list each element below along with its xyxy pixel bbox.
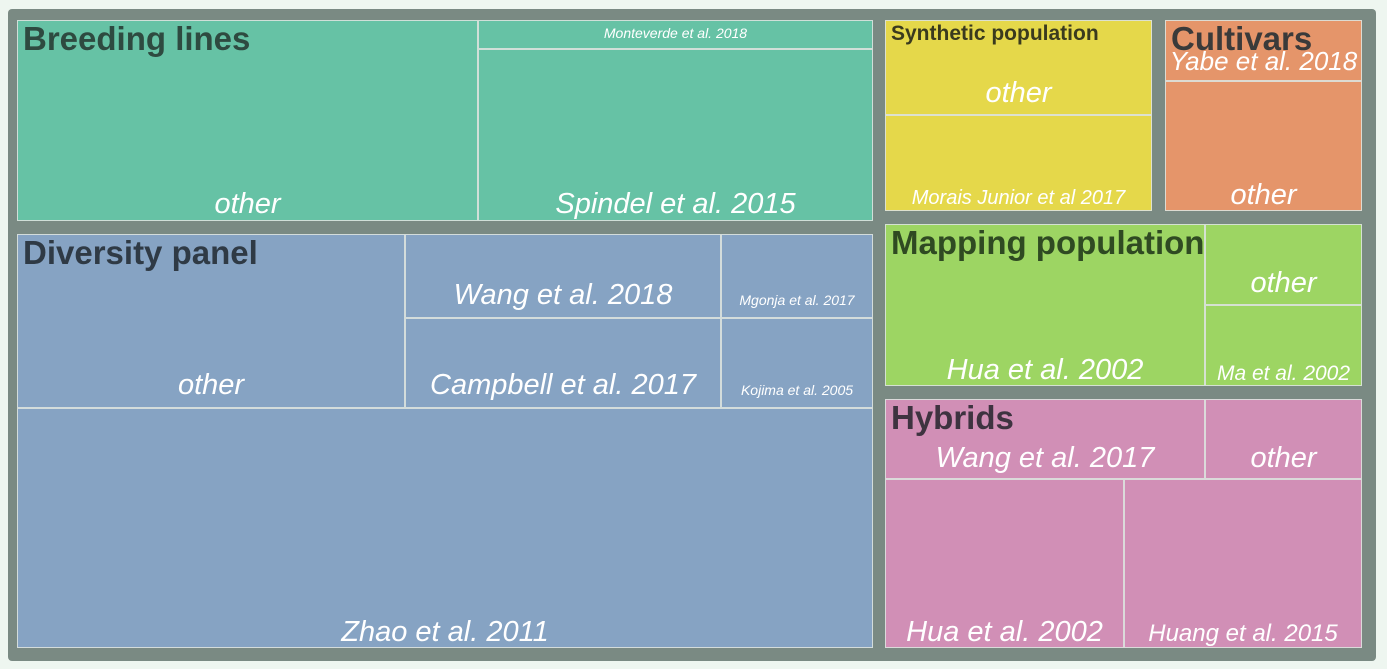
treemap-cell-hybrids-hua-et-al-2002: Hua et al. 2002	[885, 479, 1124, 648]
treemap-cell-label: other	[1250, 266, 1317, 299]
treemap-cell-diversity-panel-campbell-et-al-2017: Campbell et al. 2017	[405, 318, 721, 408]
treemap-cell-label: other	[214, 187, 281, 220]
treemap-cell-label: Wang et al. 2018	[453, 278, 673, 311]
treemap-cell-label: other	[177, 368, 245, 401]
treemap-group-breeding-lines: other Monteverde et al. 2018 Spindel et al…	[17, 20, 873, 221]
treemap-cell-label: other	[985, 76, 1052, 109]
treemap-cell-label: Huang et al. 2015	[1148, 620, 1338, 647]
treemap-group-cultivars: Yabe et al. 2018 other Cultivars	[1165, 20, 1362, 211]
treemap-group-title: Mapping population	[891, 224, 1205, 261]
treemap-cell-hybrids-wang-et-al-2017: Wang et al. 2017	[885, 399, 1205, 479]
treemap-cell-diversity-panel-zhao-et-al-2011: Zhao et al. 2011	[17, 408, 873, 648]
treemap-cell-label: Yabe et al. 2018	[1169, 46, 1358, 76]
treemap-cell-label: Spindel et al. 2015	[555, 187, 796, 220]
treemap-cell-label: Kojima et al. 2005	[740, 382, 854, 398]
treemap-group-title: Diversity panel	[23, 234, 258, 271]
treemap-cell-label: Hua et al. 2002	[946, 353, 1144, 386]
treemap-group-title: Synthetic population	[891, 22, 1099, 45]
treemap-cell-diversity-panel-other: other	[17, 234, 405, 408]
treemap-cell-breeding-lines-monteverde-et-al-2018: Monteverde et al. 2018	[478, 20, 873, 49]
treemap-cell-label: Campbell et al. 2017	[430, 368, 696, 401]
treemap-cell-cultivars-yabe-et-al-2018: Yabe et al. 2018	[1165, 20, 1362, 81]
treemap-cell-mapping-population-hua-et-al-2002: Hua et al. 2002	[885, 224, 1205, 386]
treemap-cell-label: Ma et al. 2002	[1216, 361, 1351, 385]
treemap-cell-label: Monteverde et al. 2018	[603, 25, 748, 41]
treemap-cell-label: Hua et al. 2002	[906, 615, 1103, 648]
treemap-group-title: Breeding lines	[23, 20, 251, 57]
treemap-cell-breeding-lines-other: other	[17, 20, 478, 221]
treemap-cell-diversity-panel-mgonja-et-al-2017: Mgonja et al. 2017	[721, 234, 873, 318]
treemap-cell-cultivars-other: other	[1165, 81, 1362, 211]
treemap-cell-hybrids-other: other	[1205, 399, 1362, 479]
treemap-cell-diversity-panel-wang-et-al-2018: Wang et al. 2018	[405, 234, 721, 318]
treemap-group-title: Hybrids	[891, 399, 1014, 436]
treemap-cell-label: other	[1250, 441, 1317, 474]
treemap-cell-breeding-lines-spindel-et-al-2015: Spindel et al. 2015	[478, 49, 873, 221]
treemap-cell-hybrids-huang-et-al-2015: Huang et al. 2015	[1124, 479, 1362, 648]
treemap-cell-label: other	[1230, 178, 1297, 211]
treemap-cell-synthetic-population-morais-junior-et-al-2017: Morais Junior et al 2017	[885, 115, 1152, 211]
treemap-group-hybrids: Wang et al. 2017 other Hua et al. 2002 Huan…	[885, 399, 1362, 648]
treemap-cell-mapping-population-ma-et-al-2002: Ma et al. 2002	[1205, 305, 1362, 386]
treemap-group-title: Cultivars	[1171, 20, 1313, 57]
treemap-cell-label: Zhao et al. 2011	[341, 615, 549, 648]
treemap-cell-diversity-panel-kojima-et-al-2005: Kojima et al. 2005	[721, 318, 873, 408]
treemap-cell-synthetic-population-other: other	[885, 20, 1152, 115]
treemap-cell-label: Mgonja et al. 2017	[739, 292, 855, 308]
treemap-cell-label: Wang et al. 2017	[935, 441, 1155, 474]
treemap-group-mapping-population: Hua et al. 2002 other Ma et al. 2002 Mappin…	[885, 224, 1362, 386]
treemap-group-synthetic-population: other Morais Junior et al 2017 Synthetic p…	[885, 20, 1152, 211]
treemap-cell-label: Morais Junior et al 2017	[911, 187, 1126, 209]
treemap-cell-mapping-population-other: other	[1205, 224, 1362, 305]
treemap-group-diversity-panel: other Wang et al. 2018 Mgonja et al. 2017 C…	[17, 234, 873, 648]
